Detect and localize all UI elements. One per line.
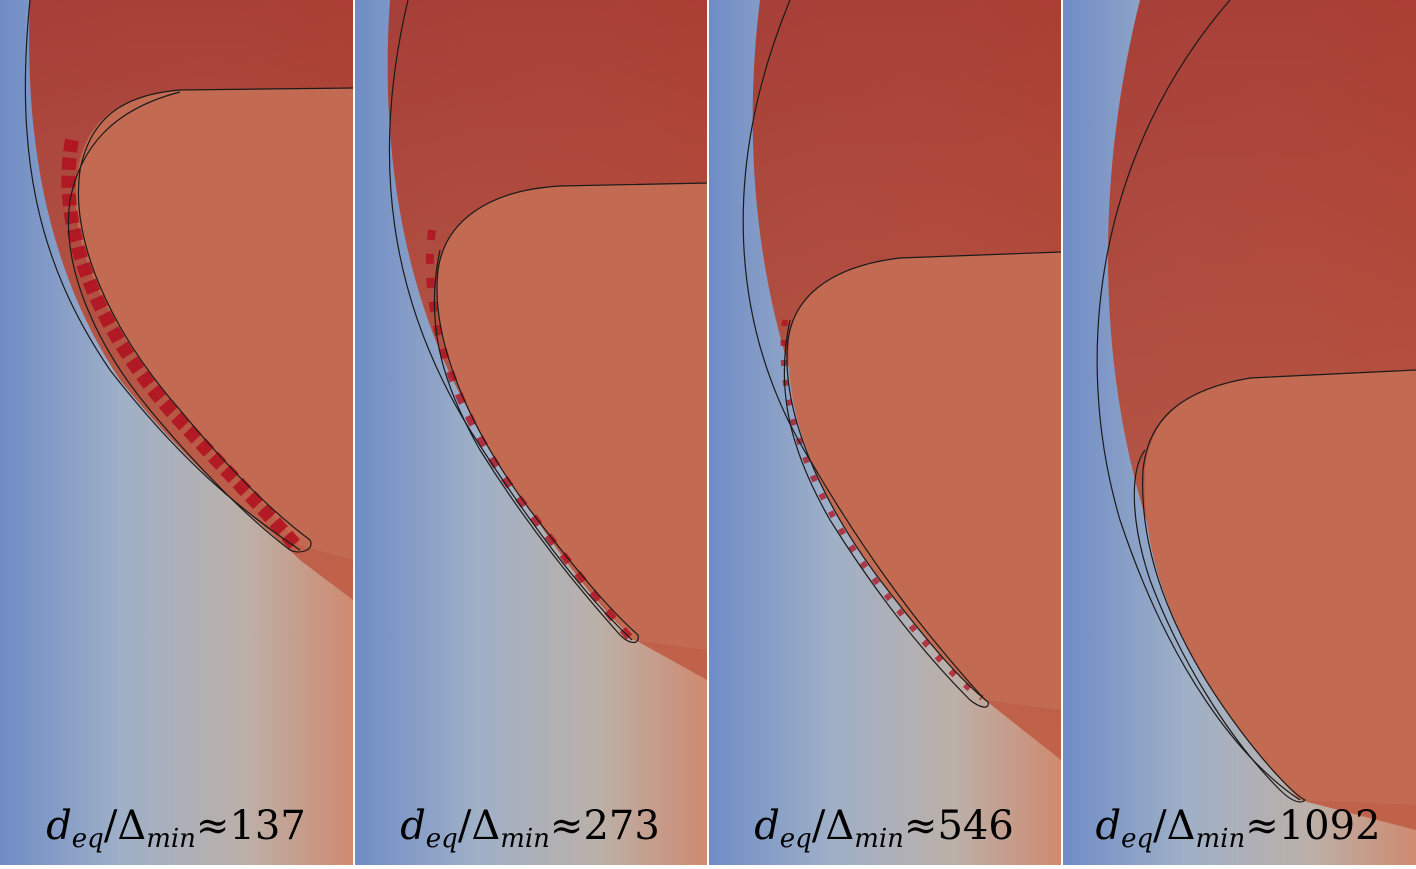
panel-label-4: deq/Δmin≈1092 — [1095, 803, 1381, 854]
panel-label-3: deq/Δmin≈546 — [754, 803, 1014, 854]
panel-separator — [353, 0, 355, 865]
panel-label-1: deq/Δmin≈137 — [46, 803, 306, 854]
panel-1 — [0, 0, 353, 865]
panel-4 — [1063, 0, 1416, 865]
panel-separator — [1061, 0, 1063, 865]
panel-separator — [707, 0, 709, 865]
panel-3 — [709, 0, 1061, 865]
panel-2 — [355, 0, 707, 865]
panel-label-2: deq/Δmin≈273 — [400, 803, 660, 854]
